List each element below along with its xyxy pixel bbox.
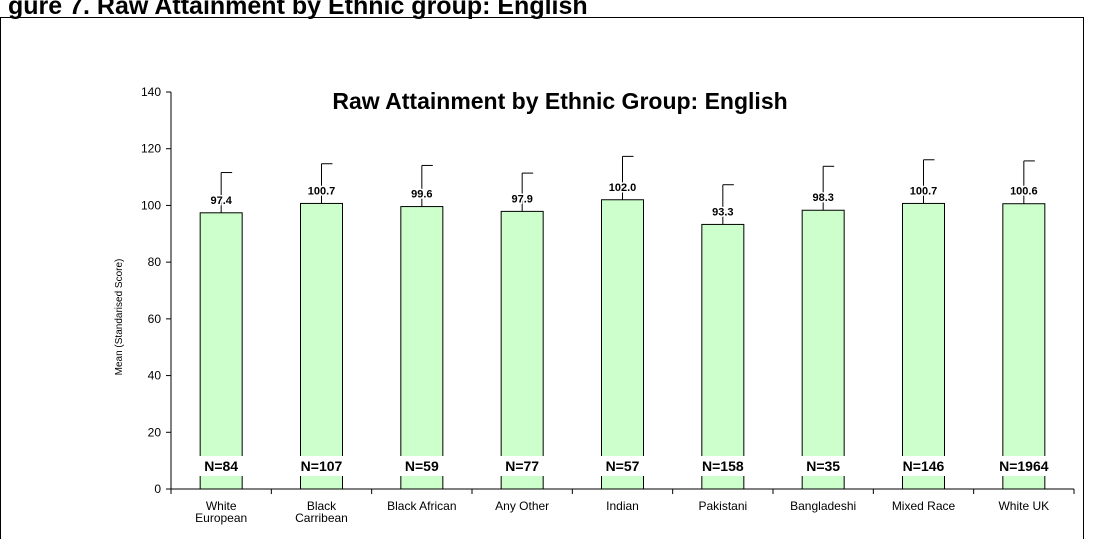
data-label: 98.3 — [812, 192, 833, 204]
x-tick-label: Any Other — [495, 499, 549, 513]
data-label: 93.3 — [712, 206, 733, 218]
n-label-box — [191, 456, 252, 476]
y-tick-label: 40 — [148, 369, 162, 383]
data-label: 97.9 — [511, 193, 532, 205]
chart-title: Raw Attainment by Ethnic Group: English — [332, 88, 787, 114]
n-label-box — [993, 456, 1054, 476]
y-tick-label: 60 — [148, 312, 162, 326]
y-tick-label: 100 — [141, 198, 161, 212]
x-tick-label: Bangladeshi — [790, 499, 856, 513]
bar — [801, 209, 845, 490]
n-label: N=146 — [903, 458, 945, 474]
y-tick-label: 80 — [148, 255, 162, 269]
data-label: 100.7 — [308, 185, 336, 197]
x-tick-label: Carribean — [295, 511, 348, 525]
n-label: N=35 — [806, 458, 840, 474]
n-label-box — [291, 456, 352, 476]
data-label: 97.4 — [210, 195, 232, 207]
x-tick-label: Pakistani — [698, 499, 747, 513]
x-tick-label: Black — [307, 499, 337, 513]
n-label-box — [391, 456, 452, 476]
y-tick-label: 140 — [141, 85, 161, 99]
x-tick-label: White UK — [998, 499, 1049, 513]
n-label-box — [492, 456, 553, 476]
x-tick-label: White — [206, 499, 237, 513]
n-label: N=107 — [301, 458, 343, 474]
y-axis-label: Mean (Standarised Score) — [114, 259, 125, 376]
chart-frame-left-border — [0, 17, 1, 539]
data-label: 99.6 — [411, 189, 432, 201]
x-tick-label: European — [195, 511, 247, 525]
bar — [902, 202, 945, 490]
n-label: N=57 — [606, 458, 640, 474]
bar — [400, 206, 444, 490]
y-tick-label: 120 — [141, 142, 161, 156]
bar — [1002, 203, 1046, 490]
bar — [300, 202, 343, 490]
n-label-box — [893, 456, 954, 476]
y-tick-label: 0 — [154, 482, 161, 496]
n-label-box — [692, 456, 753, 476]
n-label: N=59 — [405, 458, 439, 474]
page-heading: gure 7. Raw Attainment by Ethnic group: … — [8, 0, 588, 20]
n-label: N=1964 — [999, 458, 1049, 474]
n-label: N=77 — [505, 458, 539, 474]
x-tick-label: Black African — [387, 499, 456, 513]
data-label: 100.6 — [1010, 186, 1038, 198]
chart-frame-top-border — [0, 17, 1083, 18]
bars: 97.4 N=84 100.7 N=107 99.6 N=59 97.9 N=77 102.0 N… — [191, 155, 1054, 490]
bar — [500, 210, 544, 490]
y-tick-label: 20 — [148, 425, 162, 439]
n-label: N=158 — [702, 458, 744, 474]
n-label: N=84 — [204, 458, 238, 474]
bar — [601, 199, 644, 490]
n-label-box — [793, 456, 854, 476]
data-label: 100.7 — [910, 185, 938, 197]
x-tick-label: Mixed Race — [892, 499, 956, 513]
x-tick-label: Indian — [606, 499, 639, 513]
bar — [701, 223, 745, 490]
chart-frame-right-border — [1083, 17, 1084, 539]
data-label: 102.0 — [609, 182, 637, 194]
n-label-box — [592, 456, 653, 476]
bar — [199, 212, 243, 490]
